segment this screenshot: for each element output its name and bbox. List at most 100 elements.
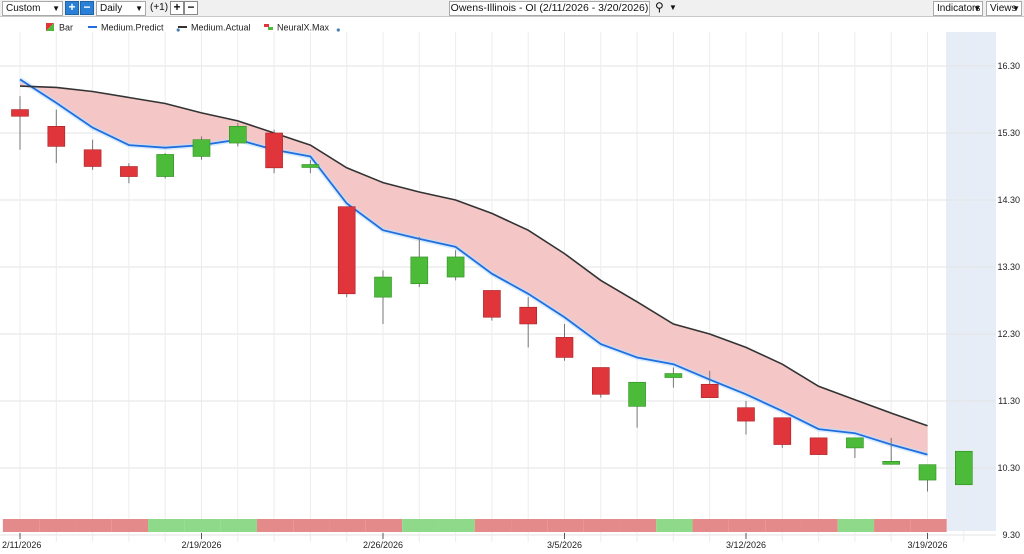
- search-icon[interactable]: ⚲: [655, 0, 664, 14]
- bar-legend-icon: [46, 23, 54, 31]
- y-tick-label: 12.30: [997, 329, 1020, 339]
- candle: [918, 464, 937, 492]
- candle-body: [846, 437, 864, 449]
- future-zone: [946, 32, 996, 531]
- indicators-button[interactable]: Indicators ▼: [933, 1, 983, 16]
- neuralx-strip-cell: [692, 519, 729, 532]
- neuralx-strip-cell: [111, 519, 149, 532]
- chevron-down-icon: ▼: [52, 4, 60, 13]
- offset-decrease-button[interactable]: −: [184, 1, 198, 15]
- y-tick-label: 9.30: [1002, 530, 1020, 540]
- candle-body: [591, 367, 610, 395]
- y-tick-label: 15.30: [997, 128, 1020, 138]
- candle-body: [229, 126, 247, 144]
- views-button[interactable]: Views ▼: [986, 1, 1022, 16]
- candle: [737, 401, 755, 435]
- period-select[interactable]: Custom ▼: [2, 1, 63, 16]
- info-dot-icon: [176, 28, 180, 32]
- indicator-lines: [18, 77, 929, 458]
- candle: [374, 270, 392, 324]
- candle: [446, 250, 465, 281]
- candle: [773, 417, 792, 448]
- neuralx-strip-cell: [365, 519, 403, 532]
- legend-label: NeuralX.Max: [277, 23, 330, 33]
- neuralx-legend-icon: [264, 24, 269, 27]
- neuralx-strip-cell: [148, 519, 185, 532]
- candle-body: [628, 381, 646, 407]
- x-tick-label: 3/5/2026: [547, 540, 582, 550]
- y-axis: 16.30 15.30 14.30 13.30 12.30 11.30 10.30 9.30: [997, 61, 1020, 540]
- neuralx-strip-cell: [801, 519, 838, 532]
- neuralx-strip-cell: [220, 519, 257, 532]
- y-tick-label: 11.30: [998, 396, 1020, 406]
- candle: [265, 129, 283, 174]
- neuralx-legend-icon: [268, 27, 273, 30]
- candle-body: [47, 126, 66, 147]
- candle: [954, 450, 973, 486]
- neuralx-strip-cell: [293, 519, 330, 532]
- candle-body: [11, 109, 29, 117]
- candle-body: [374, 276, 392, 298]
- neuralx-strip-cell: [511, 519, 548, 532]
- candle-body: [265, 132, 283, 169]
- x-tick-label: 2/11/2026: [2, 540, 41, 550]
- candle-body: [156, 154, 174, 177]
- neuralx-strip-cell: [583, 519, 620, 532]
- candle: [229, 122, 247, 147]
- neuralx-strip-cell: [837, 519, 875, 532]
- neuralx-strip-cell: [2, 519, 40, 532]
- neuralx-strip-cell: [402, 519, 439, 532]
- candle-body: [918, 464, 937, 481]
- candle-body: [410, 256, 429, 285]
- y-tick-label: 16.30: [997, 61, 1020, 71]
- neuralx-strip-cell: [39, 519, 76, 532]
- legend-label: Medium.Predict: [101, 23, 164, 33]
- neuralx-strip-cell: [256, 519, 294, 532]
- candle: [591, 367, 610, 398]
- indicators-label: Indicators: [937, 3, 981, 14]
- chart-title-select[interactable]: Owens-Illinois - OI (2/11/2026 - 3/20/20…: [449, 1, 650, 16]
- neuralx-strip-cell: [765, 519, 802, 532]
- candle-body: [700, 383, 719, 398]
- candle: [47, 109, 66, 164]
- chevron-down-icon: ▼: [1012, 4, 1020, 13]
- x-axis: 2/11/2026 2/19/2026 2/26/2026 3/5/2026 3/12/…: [2, 533, 948, 550]
- candle: [555, 323, 574, 361]
- candle: [337, 206, 356, 298]
- zoom-in-button[interactable]: +: [65, 1, 79, 15]
- y-tick-label: 14.30: [997, 195, 1020, 205]
- candle: [628, 381, 646, 428]
- offset-increase-button[interactable]: +: [170, 1, 184, 15]
- candle: [483, 290, 501, 321]
- candle: [700, 370, 719, 398]
- candle-body: [519, 306, 538, 325]
- x-tick-label: 3/12/2026: [726, 540, 766, 550]
- candle-body: [483, 290, 501, 318]
- candle: [882, 437, 901, 465]
- candle-body: [954, 450, 973, 486]
- candle: [120, 163, 138, 184]
- period-select-value: Custom: [6, 3, 41, 14]
- legend: Bar Medium.Predict Medium.Actual NeuralX.Ma…: [46, 23, 340, 33]
- x-tick-label: 2/19/2026: [181, 540, 221, 550]
- chevron-down-icon[interactable]: ▼: [669, 3, 677, 12]
- legend-label: Medium.Actual: [191, 23, 251, 33]
- candle-body: [337, 206, 356, 295]
- zoom-out-button[interactable]: −: [80, 1, 94, 15]
- chart-toolbar: Custom ▼ + − Daily ▼ (+1) + − Owens-Illi…: [0, 0, 1024, 17]
- offset-label: (+1): [150, 2, 169, 13]
- candle-body: [446, 256, 465, 278]
- candle: [301, 159, 320, 174]
- chevron-down-icon: ▼: [973, 4, 981, 13]
- candle-body: [120, 166, 138, 177]
- candle-body: [882, 460, 901, 465]
- price-chart: 16.3015.3014.3013.3012.3011.3010.309.30 …: [0, 23, 1020, 550]
- band-area: [20, 79, 928, 455]
- info-dot-icon: [336, 28, 340, 32]
- y-tick-label: 13.30: [997, 262, 1020, 272]
- neuralx-strip: [2, 519, 947, 532]
- interval-select[interactable]: Daily ▼: [96, 1, 146, 16]
- neuralx-strip-cell: [547, 519, 584, 532]
- y-tick-label: 10.30: [997, 463, 1020, 473]
- neuralx-strip-cell: [656, 519, 693, 532]
